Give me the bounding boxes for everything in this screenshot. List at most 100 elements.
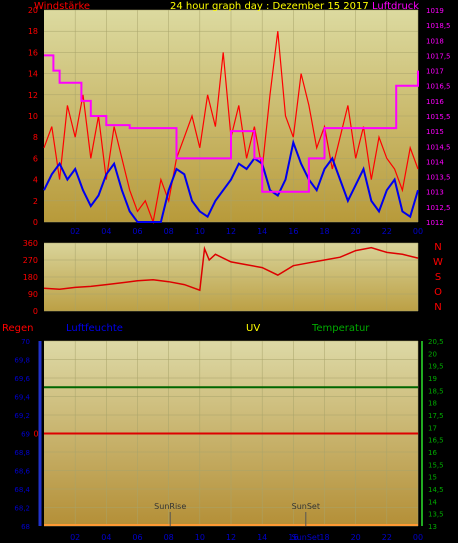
direction-series (43, 245, 419, 292)
wind-tick-label: 2 (33, 197, 38, 206)
bottom-legend-label: Temperatur (311, 323, 370, 334)
wind-average-line (43, 138, 419, 223)
sunset-bottom-label: SunSet (292, 533, 320, 542)
wind-x-ticks: 02 04 06 08 10 12 14 16 18 20 22 00 (70, 227, 423, 236)
direction-tick-label: 90 (28, 290, 38, 299)
humidity-tick-label: 68,6 (14, 468, 30, 476)
humidity-tick-label: 69,8 (14, 357, 30, 365)
wind-label: Windstärke (34, 1, 90, 12)
wind-tick-label: 0 (33, 218, 38, 227)
pressure-tick-label: 1017 (426, 68, 444, 76)
pressure-tick-label: 1015,5 (426, 113, 451, 121)
humidity-grid (38, 340, 423, 527)
wind-tick-label: 12 (28, 91, 38, 100)
temperature-tick-label: 16 (428, 449, 437, 457)
sunset-marker-label: SunSet (292, 502, 320, 511)
pressure-tick-label: 1017,5 (426, 52, 451, 60)
direction-grid (44, 242, 419, 312)
pressure-tick-label: 1018,5 (426, 22, 451, 30)
compass-letter: N (434, 242, 441, 253)
wind-x-tick-label: 08 (164, 227, 174, 236)
compass-letter: O (434, 287, 442, 298)
wind-tick-label: 4 (33, 176, 38, 185)
wind-x-tick-label: 12 (226, 227, 236, 236)
humidity-tick-label: 68,2 (14, 505, 30, 513)
bottom-x-tick-label: 18 (319, 533, 329, 542)
humidity-tick-label: 69,6 (14, 375, 30, 383)
bottom-x-tick-label: 16 (288, 533, 298, 542)
pressure-tick-label: 1019 (426, 7, 444, 15)
bottom-x-tick-label: 10 (195, 533, 205, 542)
wind-x-tick-label: 22 (382, 227, 392, 236)
bottom-x-tick-label: 06 (132, 533, 142, 542)
wind-x-tick-label: 10 (195, 227, 205, 236)
humidity-tick-label: 68 (21, 523, 30, 531)
wind-series (43, 31, 419, 225)
temperature-tick-label: 17 (428, 424, 437, 432)
temperature-tick-label: 17,5 (428, 412, 444, 420)
humidity-tick-label: 70 (21, 338, 30, 346)
wind-x-tick-label: 18 (319, 227, 329, 236)
direction-tick-label: 0 (33, 307, 38, 316)
bottom-x-tick-label: 20 (351, 533, 361, 542)
pressure-tick-label: 1018 (426, 37, 444, 45)
temperature-tick-label: 18 (428, 400, 437, 408)
direction-tick-label: 270 (23, 256, 38, 265)
bottom-legend-label: UV (246, 323, 260, 334)
temperature-tick-label: 13,5 (428, 511, 444, 519)
bottom-panel-labels: Regen Luftfeuchte UV Temperatur (2, 323, 370, 334)
rain-zero-label: 0 (33, 430, 38, 439)
wind-tick-label: 10 (28, 112, 38, 121)
pressure-tick-label: 1014 (426, 158, 444, 166)
wind-x-tick-label: 04 (101, 227, 111, 236)
pressure-tick-label: 1013,5 (426, 174, 451, 182)
temperature-tick-label: 13 (428, 523, 437, 531)
wind-tick-label: 18 (28, 27, 38, 36)
bottom-x-tick-label: 14 (257, 533, 267, 542)
humidity-tick-label: 68,8 (14, 449, 30, 457)
temperature-tick-label: 20,5 (428, 338, 444, 346)
pressure-tick-label: 1016,5 (426, 83, 451, 91)
bottom-legend-label: Luftfeuchte (66, 323, 123, 334)
direction-y-ticks: 0 90 180 270 360 (23, 239, 38, 316)
temperature-tick-label: 19,5 (428, 363, 444, 371)
pressure-tick-label: 1012,5 (426, 204, 451, 212)
wind-y-ticks: 0 2 4 6 8 10 12 14 16 18 20 (28, 6, 38, 227)
temperature-tick-label: 20 (428, 350, 437, 358)
wind-tick-label: 20 (28, 6, 38, 15)
wind-x-tick-label: 06 (132, 227, 142, 236)
pressure-tick-label: 1013 (426, 189, 444, 197)
wind-x-tick-label: 14 (257, 227, 267, 236)
compass-letter: S (435, 272, 441, 283)
pressure-y-ticks: 1012 1012,5 1013 1013,5 1014 1014,5 1015 1015,5… (426, 7, 451, 227)
temperature-tick-label: 14 (428, 498, 437, 506)
temperature-tick-label: 15,5 (428, 461, 444, 469)
bottom-x-tick-label: 22 (382, 533, 392, 542)
humidity-tick-label: 68,4 (14, 486, 30, 494)
wind-x-tick-label: 16 (288, 227, 298, 236)
wind-tick-label: 8 (33, 133, 38, 142)
temperature-tick-label: 15 (428, 474, 437, 482)
humidity-series: 0 SunRise SunSet SunSet (33, 386, 418, 542)
wind-x-tick-label: 00 (413, 227, 423, 236)
bottom-x-tick-label: 04 (101, 533, 111, 542)
pressure-line (44, 54, 419, 193)
compass-letter: W (433, 257, 443, 268)
wind-tick-label: 14 (28, 70, 38, 79)
humidity-y-ticks: 68 68,2 68,4 68,6 68,8 69 69,2 69,4 69,6 69,8 70 (14, 338, 30, 531)
bottom-x-tick-label: 02 (70, 533, 80, 542)
bottom-x-tick-label: 08 (164, 533, 174, 542)
bottom-x-tick-label: 12 (226, 533, 236, 542)
pressure-label: Luftdruck (372, 1, 419, 12)
wind-x-tick-label: 02 (70, 227, 80, 236)
compass-letter: N (434, 302, 441, 313)
wind-x-tick-label: 20 (351, 227, 361, 236)
temperature-y-ticks: 13 13,5 14 14,5 15 15,5 16 16,5 17 17,5 18 18,5 19 19… (428, 338, 444, 531)
wind-direction-line (43, 245, 419, 292)
bottom-x-tick-label: 00 (413, 533, 423, 542)
pressure-tick-label: 1014,5 (426, 143, 451, 151)
wind-tick-label: 16 (28, 48, 38, 57)
